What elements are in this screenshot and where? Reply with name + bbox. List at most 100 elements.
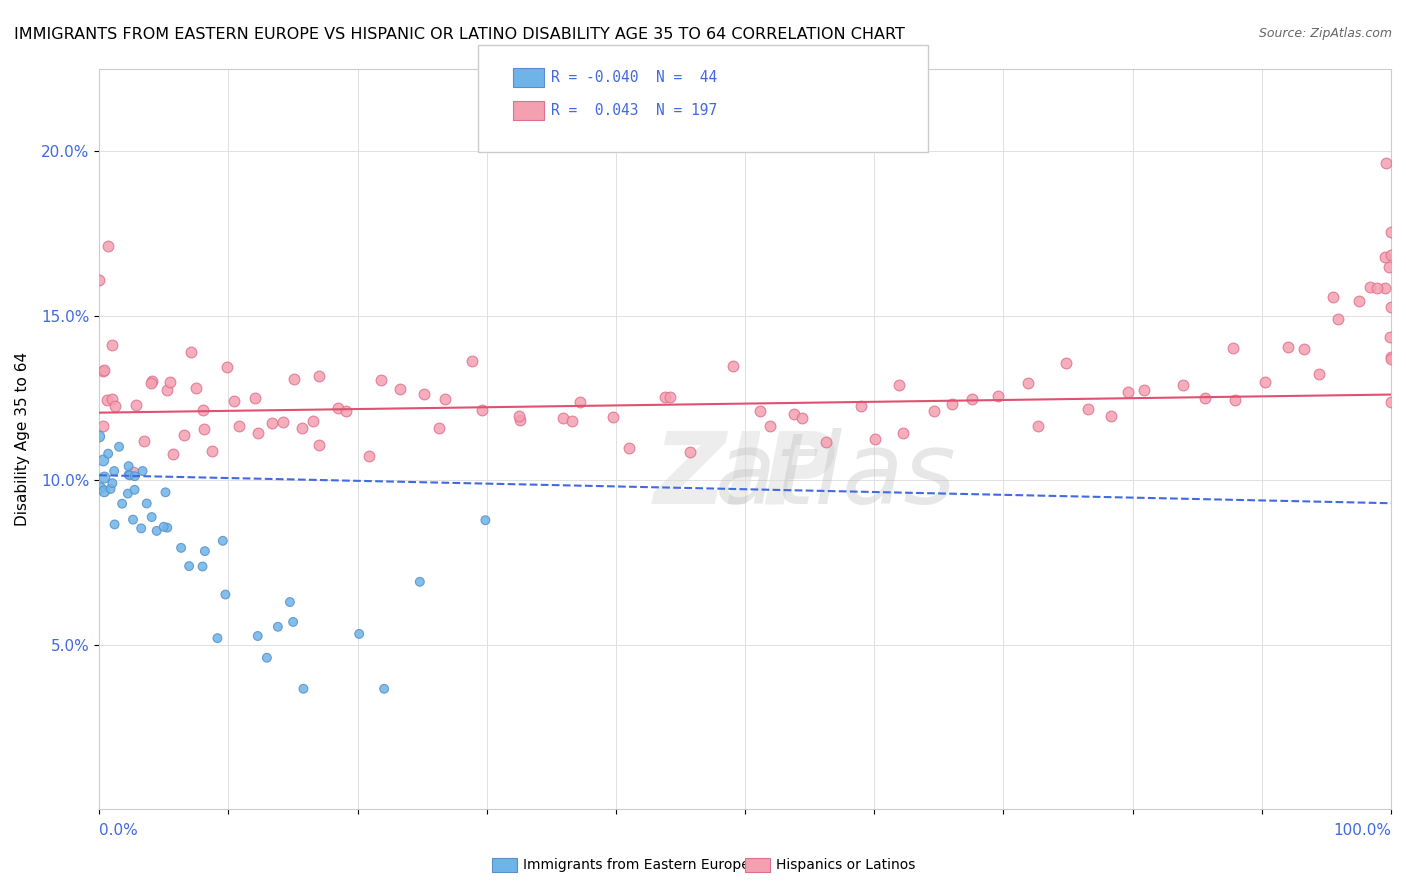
Point — [849, 399, 872, 413]
Text: ZIP: ZIP — [654, 427, 837, 524]
Point — [1054, 356, 1077, 370]
Point — [508, 409, 530, 424]
Point — [389, 382, 412, 396]
Point — [117, 459, 139, 474]
Point — [246, 629, 269, 643]
Point — [1077, 401, 1099, 416]
Point — [433, 392, 456, 406]
Point — [118, 468, 141, 483]
Point — [91, 419, 114, 434]
Point — [271, 415, 294, 429]
Point — [124, 398, 146, 412]
Point — [89, 273, 111, 287]
Point — [561, 413, 583, 427]
Point — [122, 513, 145, 527]
Point — [1379, 301, 1402, 315]
Point — [865, 432, 887, 446]
Text: Immigrants from Eastern Europe: Immigrants from Eastern Europe — [523, 858, 749, 872]
Point — [1379, 330, 1402, 344]
Point — [104, 517, 127, 532]
Point — [658, 391, 681, 405]
Point — [749, 404, 772, 418]
Text: R = -0.040  N =  44: R = -0.040 N = 44 — [551, 70, 717, 85]
Point — [155, 485, 177, 500]
Text: 0.0%: 0.0% — [100, 822, 138, 838]
Point — [141, 510, 163, 524]
Point — [347, 627, 370, 641]
Point — [1374, 281, 1396, 295]
Text: 100.0%: 100.0% — [1333, 822, 1391, 838]
Point — [1133, 383, 1156, 397]
Point — [129, 521, 152, 535]
Point — [1254, 375, 1277, 389]
Point — [1017, 376, 1039, 390]
Point — [191, 559, 214, 574]
Point — [887, 378, 910, 392]
Point — [100, 482, 122, 496]
Point — [214, 588, 236, 602]
Point — [461, 354, 484, 368]
Point — [359, 450, 381, 464]
Point — [790, 410, 813, 425]
Point — [211, 533, 233, 548]
Point — [89, 481, 111, 495]
Point — [1194, 392, 1216, 406]
Point — [654, 391, 676, 405]
Point — [941, 397, 963, 411]
Point — [427, 420, 450, 434]
Point — [474, 513, 496, 527]
Point — [152, 520, 174, 534]
Point — [283, 372, 305, 386]
Point — [173, 428, 195, 442]
Point — [194, 544, 217, 558]
Point — [135, 496, 157, 510]
Point — [509, 413, 531, 427]
Point — [97, 447, 120, 461]
Point — [118, 467, 141, 482]
Point — [1292, 342, 1315, 356]
Point — [228, 418, 250, 433]
Point — [1379, 350, 1402, 364]
Point — [814, 434, 837, 449]
Point — [93, 364, 115, 378]
Point — [246, 425, 269, 440]
Point — [1223, 392, 1246, 407]
Point — [1379, 352, 1402, 367]
Point — [159, 375, 181, 389]
Text: Hispanics or Latinos: Hispanics or Latinos — [776, 858, 915, 872]
Point — [111, 497, 134, 511]
Point — [243, 391, 266, 405]
Point — [278, 595, 301, 609]
Point — [308, 368, 330, 383]
Point — [721, 359, 744, 373]
Point — [117, 486, 139, 500]
Point — [553, 411, 575, 425]
Point — [1308, 367, 1330, 381]
Point — [617, 442, 640, 456]
Point — [1116, 384, 1139, 399]
Point — [108, 440, 131, 454]
Point — [370, 373, 392, 387]
Point — [409, 574, 432, 589]
Point — [335, 404, 357, 418]
Point — [93, 484, 115, 499]
Point — [97, 238, 120, 252]
Point — [292, 681, 315, 696]
Point — [156, 383, 179, 397]
Point — [471, 402, 494, 417]
Point — [1379, 247, 1402, 261]
Point — [987, 389, 1010, 403]
Point — [267, 620, 290, 634]
Text: R =  0.043  N = 197: R = 0.043 N = 197 — [551, 103, 717, 118]
Point — [1358, 280, 1381, 294]
Point — [679, 445, 702, 459]
Point — [89, 429, 111, 443]
Point — [1326, 312, 1348, 326]
Point — [302, 413, 325, 427]
Point — [193, 422, 215, 436]
Point — [179, 559, 201, 574]
Point — [1379, 225, 1402, 239]
Point — [222, 394, 245, 409]
Point — [191, 403, 214, 417]
Point — [891, 426, 914, 441]
